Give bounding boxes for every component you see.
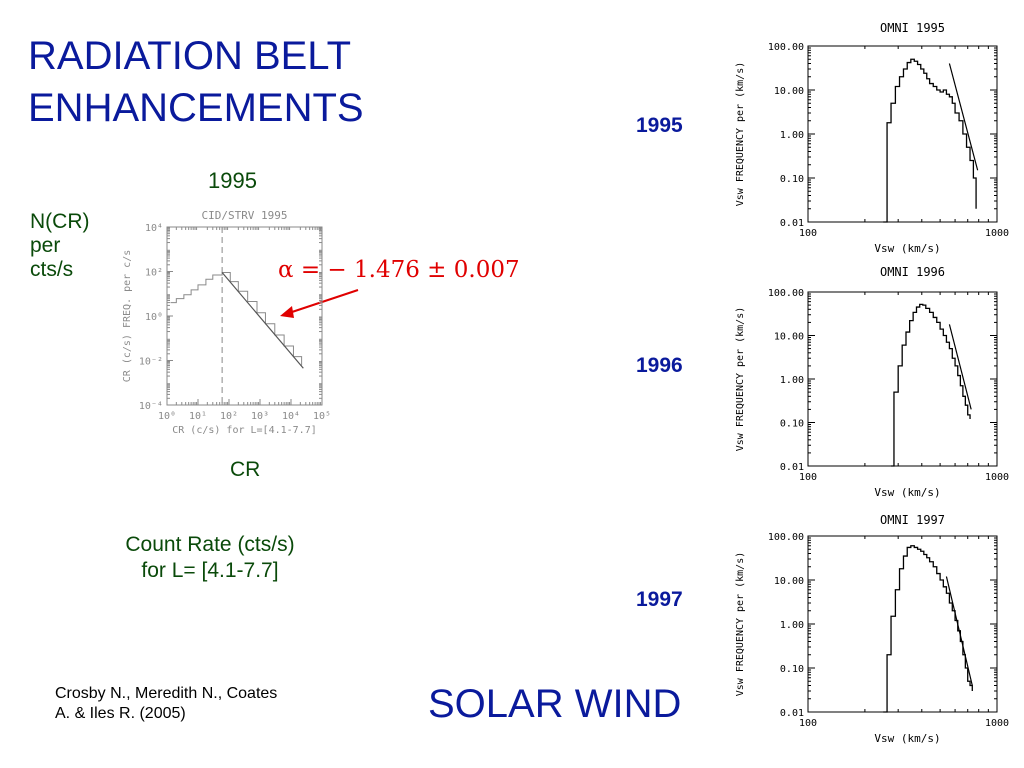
y-axis-label: CR (c/s) FREQ. per c/s: [122, 250, 133, 382]
x-tick-label: 100: [799, 228, 817, 239]
x-tick-label: 1000: [985, 472, 1009, 483]
y-axis-label: Vsw FREQUENCY per (km/s): [735, 307, 746, 452]
y-tick-label: 0.10: [780, 174, 804, 185]
chart-title: OMNI 1995: [880, 21, 945, 35]
y-axis-label: Vsw FREQUENCY per (km/s): [735, 62, 746, 207]
y-tick-label: 100.00: [768, 288, 804, 299]
plot-frame: [166, 226, 323, 406]
y-tick-label: 10.00: [774, 332, 804, 343]
y-tick-label: 100.00: [768, 42, 804, 53]
fit-line: [948, 324, 972, 410]
chart-year-label: 1995: [208, 168, 257, 193]
y-tick-label: 100.00: [768, 532, 804, 543]
solar-wind-heading: SOLAR WIND: [428, 682, 682, 726]
title-line-1: RADIATION BELT: [28, 34, 352, 78]
y-tick-label: 10²: [145, 268, 163, 279]
chart-title: OMNI 1997: [880, 513, 945, 527]
x-tick-label: 10²: [220, 411, 238, 422]
slide-title: RADIATION BELT ENHANCEMENTS: [28, 30, 364, 134]
y-tick-label: 10⁻²: [139, 357, 163, 368]
x-tick-label: 1000: [985, 718, 1009, 729]
y-tick-label: 0.01: [780, 708, 804, 719]
count-line-2: for L= [4.1-7.7]: [141, 559, 279, 582]
x-tick-label: 10⁵: [313, 411, 331, 422]
side-year-1995: 1995: [636, 114, 683, 137]
cid-strv-chart: CID/STRV 1995 10⁰ 10¹ 10² 10³ 10⁴ 10⁵ 10⁴ 10² 10⁰…: [122, 209, 331, 436]
y-tick-label: 1.00: [780, 130, 804, 141]
x-axis-label: Vsw (km/s): [874, 732, 940, 745]
count-line-1: Count Rate (cts/s): [125, 533, 295, 556]
x-axis-label: CR (c/s) for L=[4.1-7.7]: [172, 425, 317, 436]
x-tick-label: 10⁰: [158, 411, 176, 422]
y-tick-label: 10.00: [774, 576, 804, 587]
data-series: [891, 303, 971, 467]
ncr-line-2: per: [30, 234, 61, 257]
chart-title: OMNI 1996: [880, 265, 945, 279]
y-tick-label: 0.01: [780, 462, 804, 473]
y-tick-label: 1.00: [780, 375, 804, 386]
fit-line: [221, 272, 304, 369]
alpha-annotation: α = − 1.476 ± 0.007: [278, 257, 520, 283]
plot-frame: [807, 291, 998, 467]
y-tick-label: 0.10: [780, 419, 804, 430]
x-axis-label: Vsw (km/s): [874, 242, 940, 255]
x-axis-label: Vsw (km/s): [874, 486, 940, 499]
side-year-1996: 1996: [636, 354, 683, 377]
x-tick-label: 10⁴: [282, 411, 300, 422]
y-tick-label: 0.10: [780, 664, 804, 675]
fit-line: [945, 576, 973, 686]
x-tick-label: 10¹: [189, 411, 207, 422]
chart-title: CID/STRV 1995: [201, 209, 287, 222]
x-tick-label: 100: [799, 472, 817, 483]
y-tick-label: 10⁴: [145, 223, 163, 234]
x-tick-label: 1000: [985, 228, 1009, 239]
citation: Crosby N., Meredith N., Coates A. & Iles…: [55, 684, 277, 724]
y-axis-label: Vsw FREQUENCY per (km/s): [735, 552, 746, 697]
data-series: [883, 58, 977, 223]
count-rate-caption: Count Rate (cts/s) for L= [4.1-7.7]: [60, 532, 360, 584]
x-tick-label: 100: [799, 718, 817, 729]
citation-line-1: Crosby N., Meredith N., Coates: [55, 685, 278, 702]
data-series: [170, 272, 303, 366]
x-axis-description: CR: [230, 458, 261, 481]
y-tick-label: 1.00: [780, 620, 804, 631]
y-tick-label: 10.00: [774, 86, 804, 97]
ncr-line-3: cts/s: [30, 258, 74, 281]
y-tick-label: 10⁻⁴: [139, 401, 163, 412]
title-line-2: ENHANCEMENTS: [28, 86, 364, 130]
y-tick-label: 0.01: [780, 218, 804, 229]
x-tick-label: 10³: [251, 411, 269, 422]
y-tick-label: 10⁰: [145, 312, 163, 323]
plot-frame: [807, 535, 998, 713]
citation-line-2: A. & Iles R. (2005): [55, 705, 186, 722]
ncr-line-1: N(CR): [30, 210, 90, 233]
y-axis-description: N(CR) per cts/s: [30, 210, 89, 282]
fit-line: [948, 63, 979, 171]
side-year-1997: 1997: [636, 588, 683, 611]
